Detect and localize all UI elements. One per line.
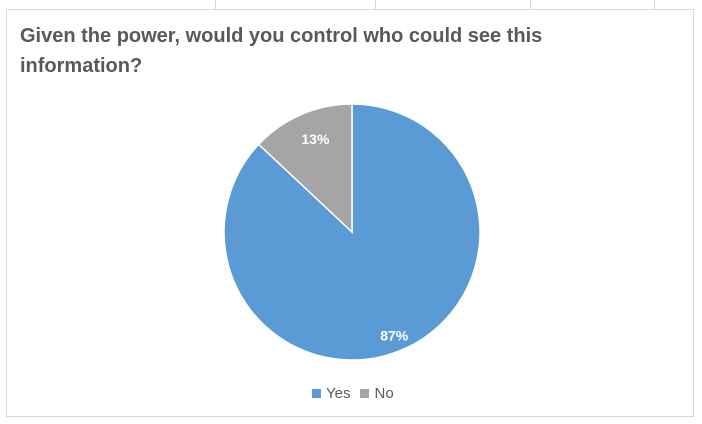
pie-plot: 87% 13% <box>223 103 481 361</box>
chart-title: Given the power, would you control who c… <box>20 25 543 77</box>
sheet-gridline <box>654 0 655 10</box>
legend-label-no: No <box>374 385 394 402</box>
legend-swatch-yes <box>312 389 321 398</box>
pie-data-labels: 87% 13% <box>301 131 408 344</box>
data-label-no: 13% <box>301 131 330 147</box>
sheet-gridline <box>215 0 216 10</box>
pie-slices <box>223 103 481 361</box>
data-label-yes: 87% <box>380 328 409 344</box>
legend-item-no: No <box>360 385 394 402</box>
pie-slice-no[interactable] <box>257 103 353 234</box>
sheet-gridline <box>530 0 531 10</box>
chart-area[interactable]: Given the power, would you control who c… <box>6 9 694 417</box>
chart-legend: Yes No <box>312 385 394 402</box>
legend-item-yes: Yes <box>312 385 350 402</box>
legend-label-yes: Yes <box>326 385 351 402</box>
legend-swatch-no <box>360 389 370 398</box>
sheet-gridline <box>375 0 376 10</box>
